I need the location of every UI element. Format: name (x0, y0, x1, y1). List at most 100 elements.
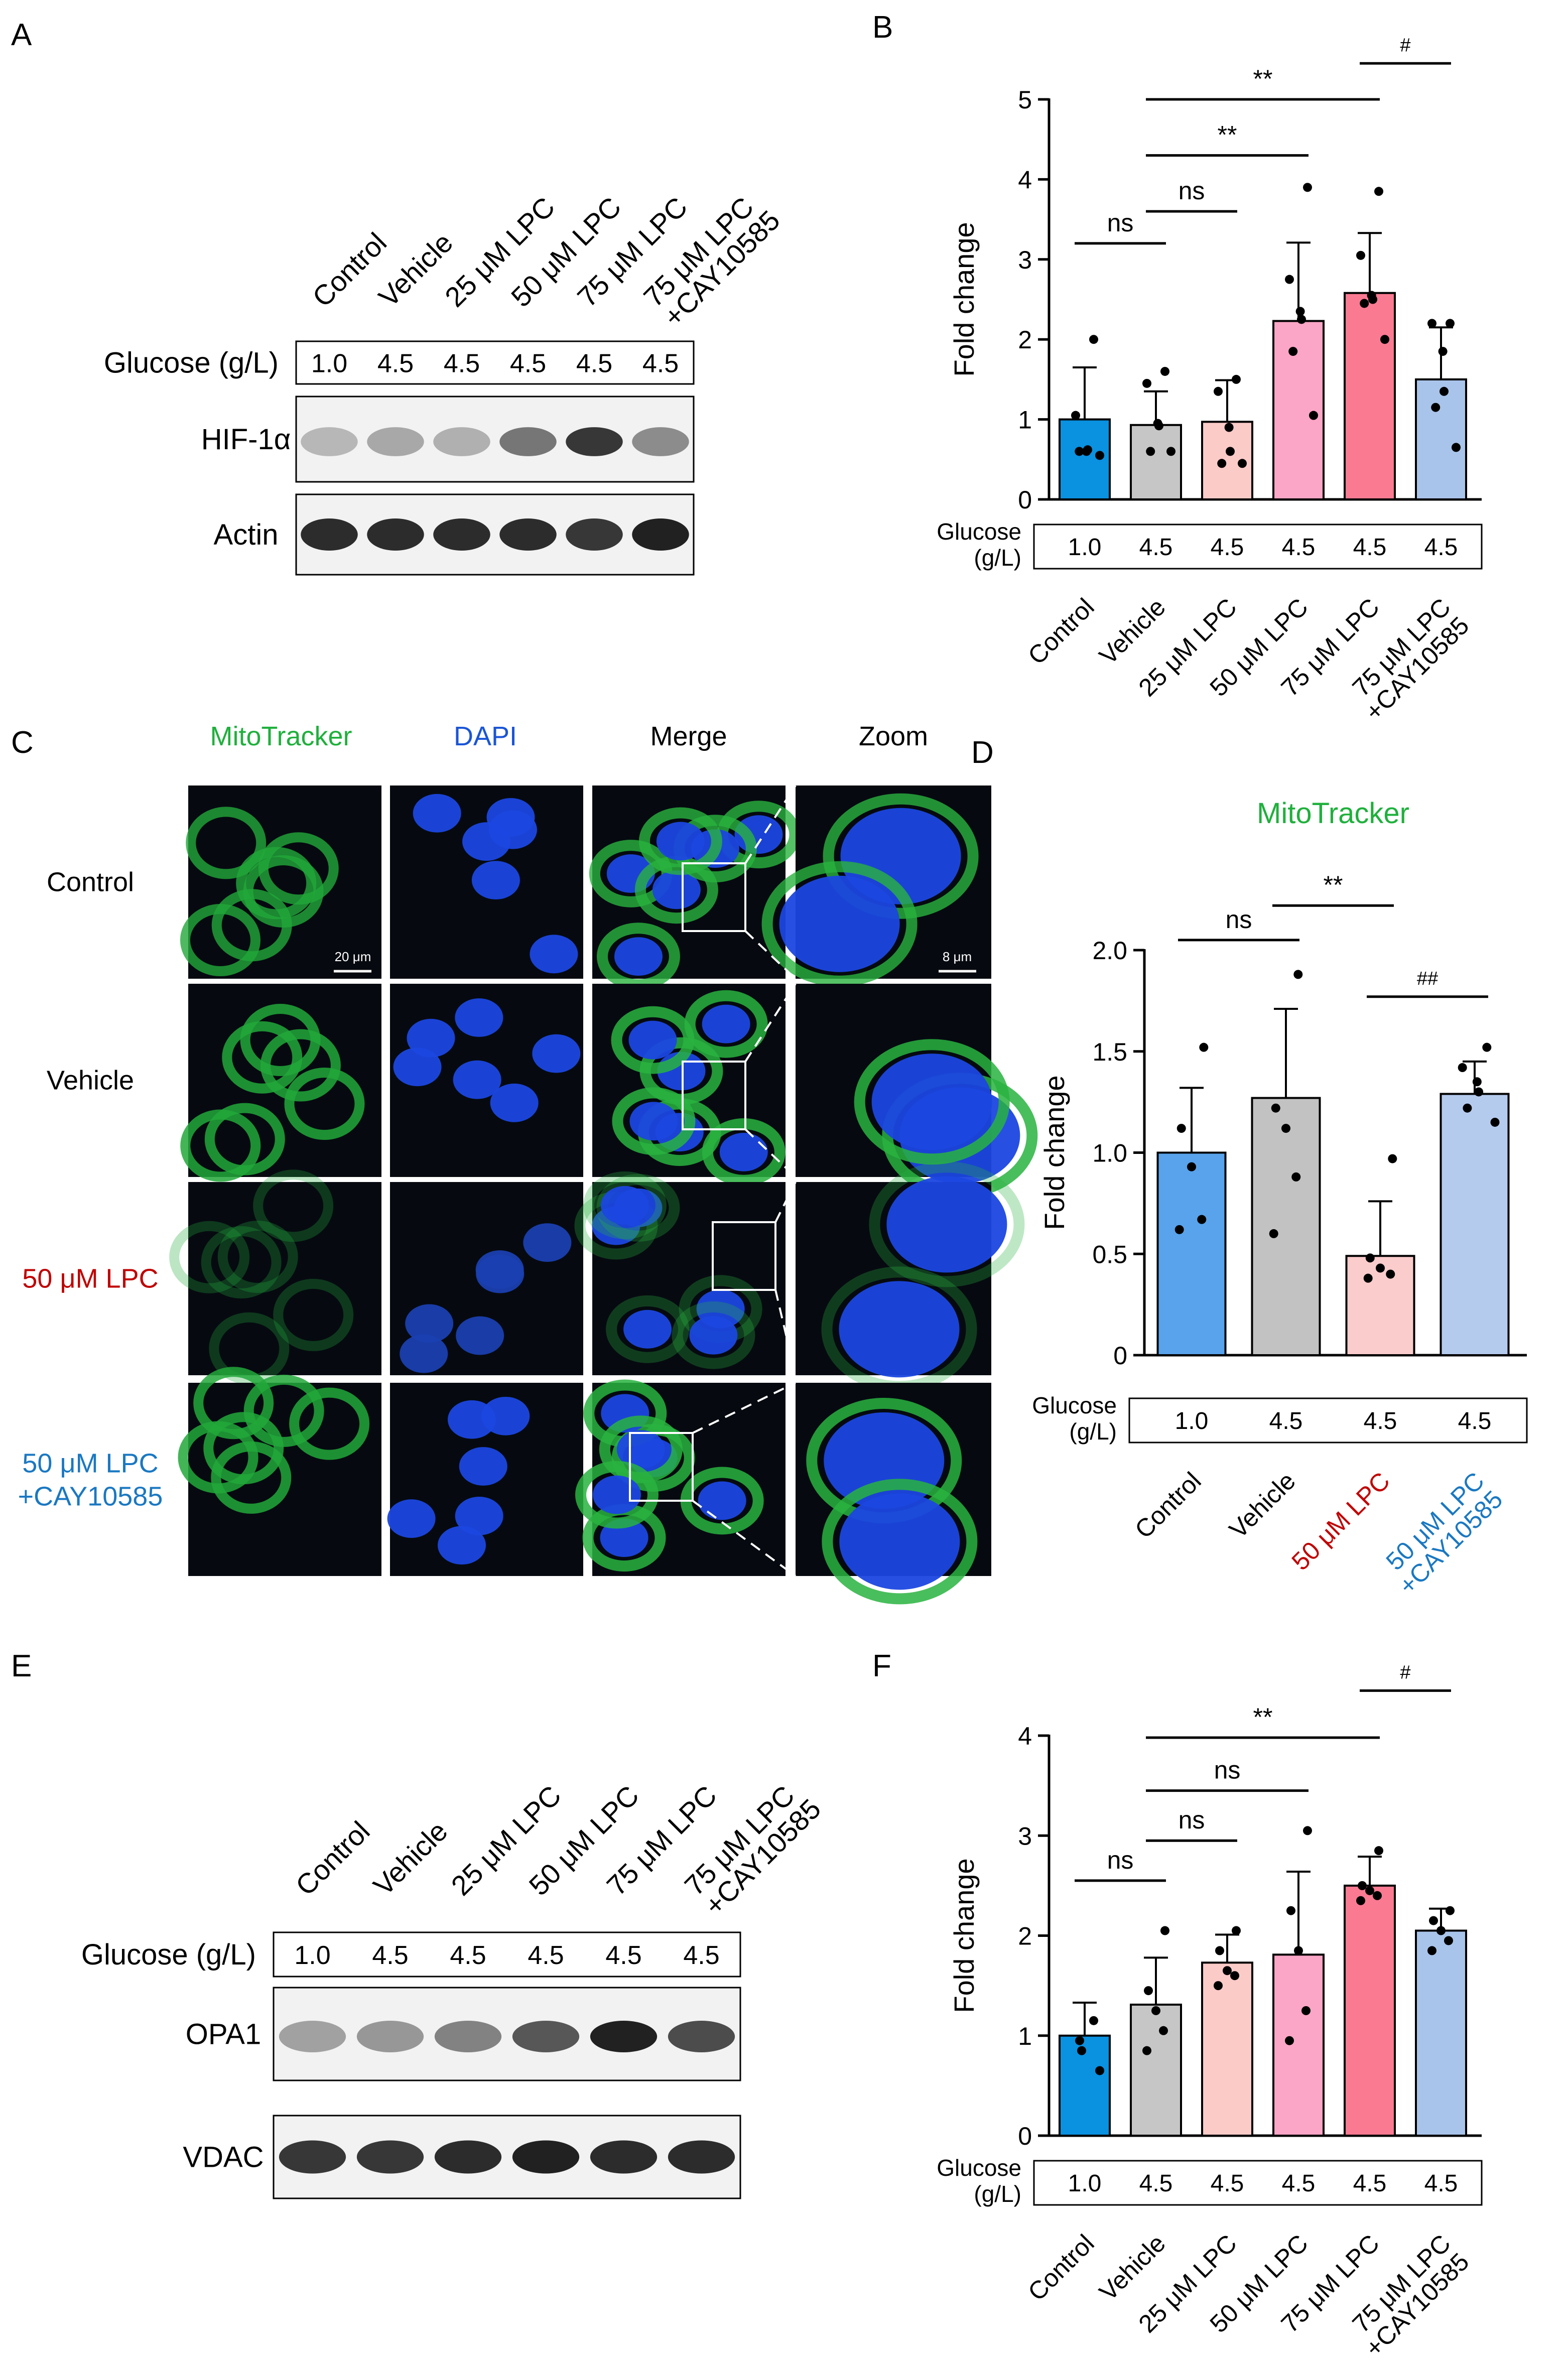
nucleus (530, 935, 578, 974)
data-point-3-4 (1463, 1103, 1472, 1113)
sig-label-2: ** (1218, 121, 1237, 149)
mito-signal (761, 861, 918, 987)
data-point-4-3 (1373, 1891, 1382, 1900)
data-point-5-1 (1429, 1916, 1438, 1925)
nucleus (523, 1223, 572, 1262)
y-tick-label: 0.5 (1092, 1240, 1127, 1268)
data-point-3-1 (1285, 275, 1294, 284)
bar-3 (1272, 320, 1325, 501)
nucleus (629, 1102, 678, 1141)
data-point-2-4 (1217, 459, 1227, 468)
data-point-0-0 (1089, 335, 1098, 344)
nucleus (689, 1316, 738, 1355)
blot-band-1-1 (356, 2140, 424, 2174)
row-label-2: 50 μM LPC (22, 1264, 158, 1294)
blot-band-0-3 (499, 427, 557, 456)
row-label-1: Vehicle (47, 1066, 134, 1096)
nucleus (471, 861, 520, 900)
zoom-connector (692, 1500, 797, 1577)
blot-strip-0 (295, 396, 695, 483)
y-tick-label: 0 (1018, 2122, 1032, 2150)
y-tick-label: 2.0 (1092, 937, 1127, 965)
blot-band-1-5 (668, 2140, 735, 2174)
y-tick-label: 1 (1018, 406, 1032, 434)
nucleus (532, 1034, 581, 1073)
mito-signal (611, 1006, 695, 1074)
lane-label-1: Vehicle (367, 1815, 453, 1901)
glucose-value-1: 4.5 (372, 1941, 408, 1970)
sig-label-0: ns (1107, 209, 1134, 237)
nucleus (405, 1304, 454, 1343)
bar-5 (1415, 1929, 1467, 2137)
glucose-box (1033, 2160, 1483, 2206)
y-tick-label: 3 (1018, 1822, 1032, 1850)
blot-band-1-2 (433, 518, 490, 551)
blot-band-1-4 (590, 2140, 658, 2174)
mito-signal (634, 856, 718, 924)
data-point-2-1 (1215, 1946, 1224, 1955)
mito-signal (869, 1161, 1025, 1287)
mito-signal (193, 1367, 274, 1439)
y-tick-label: 3 (1018, 246, 1032, 274)
nucleus (623, 1309, 672, 1349)
glucose-value-4: 4.5 (605, 1941, 641, 1970)
data-point-2-2 (1224, 423, 1234, 432)
nucleus (824, 1412, 945, 1509)
nucleus (438, 1526, 486, 1565)
data-point-1-1 (1144, 1986, 1153, 1996)
bar-2 (1201, 1961, 1253, 2137)
data-point-4-0 (1374, 187, 1383, 196)
nucleus (455, 1496, 503, 1535)
mito-signal (243, 1374, 324, 1447)
category-label-0: Control (1022, 593, 1100, 670)
glucose-value-4: 4.5 (576, 349, 612, 378)
sig-label-1: ns (1179, 177, 1205, 205)
column-label-0: MitoTracker (210, 721, 352, 751)
blot-band-1-0 (301, 518, 358, 551)
blot-row-label-1: VDAC (183, 2141, 264, 2174)
nucleus (614, 937, 663, 976)
data-point-4-1 (1358, 1881, 1367, 1890)
mito-signal (612, 1087, 696, 1155)
data-point-5-0 (1446, 319, 1455, 328)
sig-label-3: ** (1253, 1703, 1273, 1731)
nucleus (488, 810, 537, 849)
blot-strip-1 (295, 493, 695, 576)
glucose-value-0: 1.0 (1068, 534, 1102, 561)
mito-signal (284, 1068, 365, 1140)
mito-signal (702, 1118, 786, 1186)
blot-band-0-5 (668, 2021, 735, 2052)
y-tick-label: 5 (1018, 86, 1032, 114)
glucose-value-2: 4.5 (444, 349, 480, 378)
data-point-1-5 (1166, 447, 1175, 456)
lane-label-1: Vehicle (372, 226, 459, 313)
micrograph-tile-2-0 (188, 1182, 381, 1375)
blot-band-0-4 (590, 2021, 658, 2052)
mito-signal (222, 1021, 303, 1094)
data-point-4-4 (1356, 1896, 1365, 1905)
nucleus (490, 1083, 539, 1122)
y-axis-label: Fold change (948, 222, 980, 376)
data-point-5-0 (1446, 1906, 1455, 1915)
glucose-value-5: 4.5 (1424, 2170, 1458, 2197)
nucleus (652, 870, 701, 909)
data-point-2-0 (1388, 1154, 1397, 1163)
glucose-value-3: 4.5 (1282, 2170, 1316, 2197)
y-tick-label: 4 (1018, 166, 1032, 194)
zoom-connector (692, 1382, 796, 1434)
data-point-3-3 (1297, 315, 1306, 324)
nucleus (656, 822, 705, 861)
glucose-box (273, 1931, 741, 1978)
glucose-value-3: 4.5 (1458, 1408, 1492, 1434)
data-point-5-1 (1427, 319, 1436, 328)
mito-signal (273, 1278, 354, 1351)
zoom-box (682, 862, 746, 932)
data-point-0-4 (1174, 1225, 1184, 1234)
data-point-1-0 (1160, 366, 1169, 376)
data-point-1-1 (1142, 378, 1151, 388)
bar-0 (1156, 1151, 1227, 1356)
bar-1 (1130, 424, 1182, 500)
panel-label-a: A (11, 18, 32, 52)
